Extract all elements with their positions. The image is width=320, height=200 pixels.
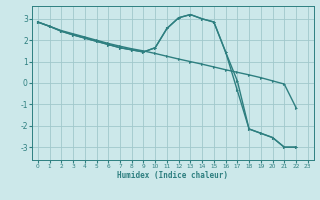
X-axis label: Humidex (Indice chaleur): Humidex (Indice chaleur) <box>117 171 228 180</box>
